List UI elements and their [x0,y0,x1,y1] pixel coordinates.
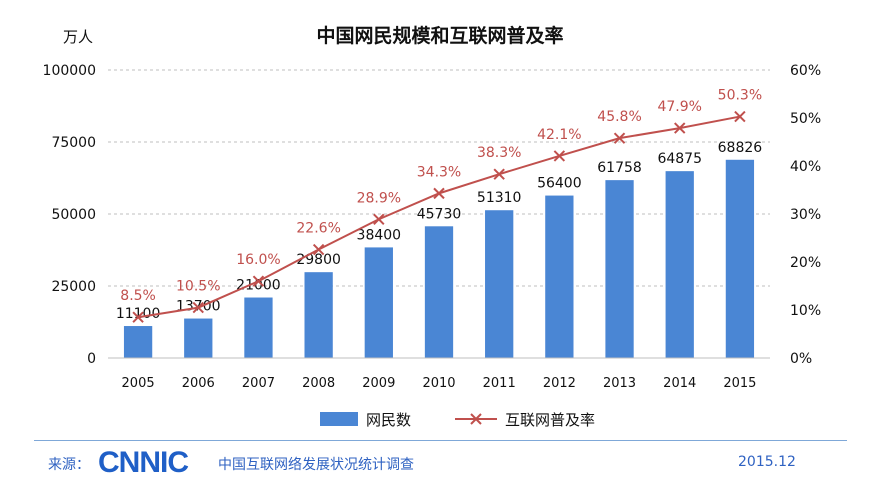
footer: 来源： CNNIC 中国互联网络发展状况统计调查 2015.12 [48,446,828,479]
bar [364,247,393,358]
bar-value-label: 61758 [597,160,642,176]
line-point-marker [312,243,325,256]
rate-value-label: 16.0% [236,252,280,268]
line-point-marker [674,122,686,134]
bar-value-label: 51310 [477,190,522,206]
axes: 0 25000 50000 75000 100000 0% 10% 20% 30% 40% 50% 6… [43,63,822,391]
rate-value-label: 42.1% [537,127,581,143]
legend-swatch-bar [320,412,358,426]
line-series: 8.5% 10.5% 16.0% 22.6% 28.9% 34.3% 38.3% 42.1% 4… [120,88,762,323]
left-tick-label: 50000 [51,207,96,223]
footer-divider [34,440,847,441]
legend: 网民数 互联网普及率 [320,411,595,429]
chart: 中国网民规模和互联网普及率 万人 11100137002100029800384… [43,24,822,429]
rate-value-label: 34.3% [417,164,461,180]
bar [545,195,574,358]
line-point-marker [192,301,204,314]
line-point-marker [252,275,265,287]
right-tick-label: 20% [790,255,821,271]
left-tick-label: 75000 [51,135,96,151]
bar-value-label: 29800 [296,252,341,268]
rate-value-label: 22.6% [296,221,340,237]
left-tick-label: 100000 [43,63,96,79]
x-tick-label: 2008 [302,376,335,391]
x-tick-label: 2006 [182,376,215,391]
left-axis-unit: 万人 [63,28,93,46]
line-point-marker [493,168,505,180]
x-tick-label: 2009 [362,376,395,391]
line-point-marker [613,132,626,144]
bar [665,171,694,358]
x-tick-label: 2007 [242,376,275,391]
right-tick-label: 10% [790,303,821,319]
source-label: 来源： [48,457,90,473]
bar [485,210,514,358]
legend-label: 互联网普及率 [505,411,595,429]
right-tick-label: 60% [790,63,821,79]
bar-series: 1110013700210002980038400457305131056400… [116,140,762,358]
bar [123,326,153,358]
bar [184,318,213,358]
x-tick-label: 2005 [122,376,155,391]
x-tick-label: 2013 [603,376,636,391]
legend-swatch-marker [470,413,482,425]
line-point-marker [433,187,445,200]
bar-value-label: 21000 [236,278,281,294]
right-tick-label: 30% [790,207,821,223]
right-tick-label: 50% [790,111,821,127]
bar [424,226,454,358]
x-tick-label: 2014 [663,376,696,391]
cnnic-logo: CNNIC [98,446,189,479]
bar [244,297,273,358]
chart-title: 中国网民规模和互联网普及率 [316,24,563,47]
line-point-marker [734,110,746,123]
bar-value-label: 56400 [537,176,582,192]
bar-value-label: 68826 [718,140,763,156]
line-point-marker [553,150,566,162]
right-tick-label: 0% [790,351,812,367]
bar [605,180,634,358]
bar [725,159,755,358]
rate-value-label: 10.5% [176,279,220,295]
bar-value-label: 45730 [417,206,462,222]
report-date: 2015.12 [738,454,796,470]
bar-value-label: 11100 [116,306,161,322]
rate-value-label: 47.9% [657,99,701,115]
rate-value-label: 8.5% [120,288,156,304]
source-org: 中国互联网络发展状况统计调查 [218,457,414,473]
x-tick-label: 2011 [483,376,516,391]
rate-value-label: 50.3% [718,88,762,104]
rate-value-label: 28.9% [357,190,401,206]
bar [304,272,333,358]
rate-value-label: 38.3% [477,145,521,161]
x-tick-label: 2012 [543,376,576,391]
line-point-marker [373,213,385,225]
left-tick-label: 0 [87,351,96,367]
x-tick-label: 2010 [422,376,455,391]
x-tick-label: 2015 [723,376,756,391]
bar-value-label: 38400 [357,227,402,243]
rate-value-label: 45.8% [597,109,641,125]
line-point-marker [132,311,144,323]
right-tick-label: 40% [790,159,821,175]
legend-label: 网民数 [366,411,411,429]
left-tick-label: 25000 [51,279,96,295]
bar-value-label: 64875 [657,151,702,167]
